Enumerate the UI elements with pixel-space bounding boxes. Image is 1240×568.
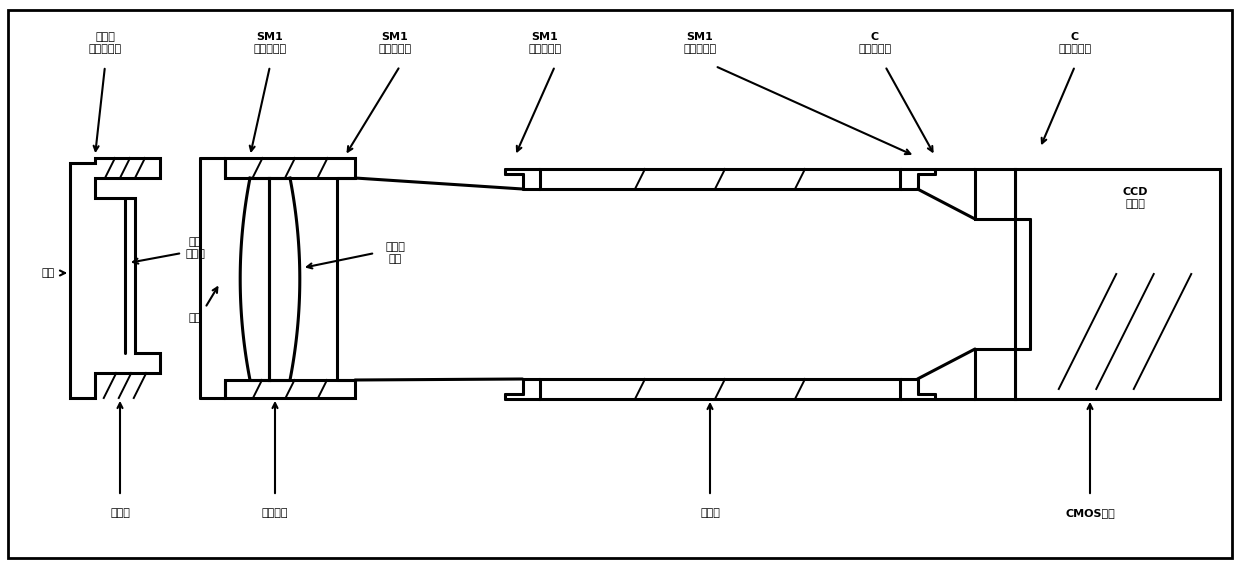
Text: CMOS相机: CMOS相机 (1065, 508, 1115, 518)
Polygon shape (224, 158, 355, 178)
Text: 消色差
透镜: 消色差 透镜 (386, 242, 405, 264)
Text: SM1
外螺纹接口: SM1 外螺纹接口 (528, 32, 562, 54)
Polygon shape (224, 380, 355, 398)
Text: 主光筒: 主光筒 (701, 508, 720, 518)
Polygon shape (539, 379, 900, 399)
Polygon shape (539, 169, 900, 189)
Text: C
内螺纹接口: C 内螺纹接口 (1059, 32, 1091, 54)
Polygon shape (975, 169, 1016, 219)
Text: SM1
外螺纹接口: SM1 外螺纹接口 (253, 32, 286, 54)
Text: 卡环: 卡环 (188, 313, 202, 323)
Text: CCD
光敏面: CCD 光敏面 (1122, 187, 1148, 209)
Text: 带通
滤光片: 带通 滤光片 (185, 237, 205, 259)
Text: SM1
内螺纹接口: SM1 内螺纹接口 (683, 32, 717, 54)
Polygon shape (69, 158, 160, 398)
Text: 转接件: 转接件 (110, 508, 130, 518)
Polygon shape (975, 349, 1016, 399)
Text: 伸缩套筒: 伸缩套筒 (262, 508, 288, 518)
Text: 卡环: 卡环 (41, 268, 55, 278)
Text: SM1
内螺纹接口: SM1 内螺纹接口 (378, 32, 412, 54)
Text: 自定义
外螺纹接口: 自定义 外螺纹接口 (88, 32, 122, 54)
Text: C
外螺纹接口: C 外螺纹接口 (858, 32, 892, 54)
Polygon shape (1016, 169, 1220, 399)
